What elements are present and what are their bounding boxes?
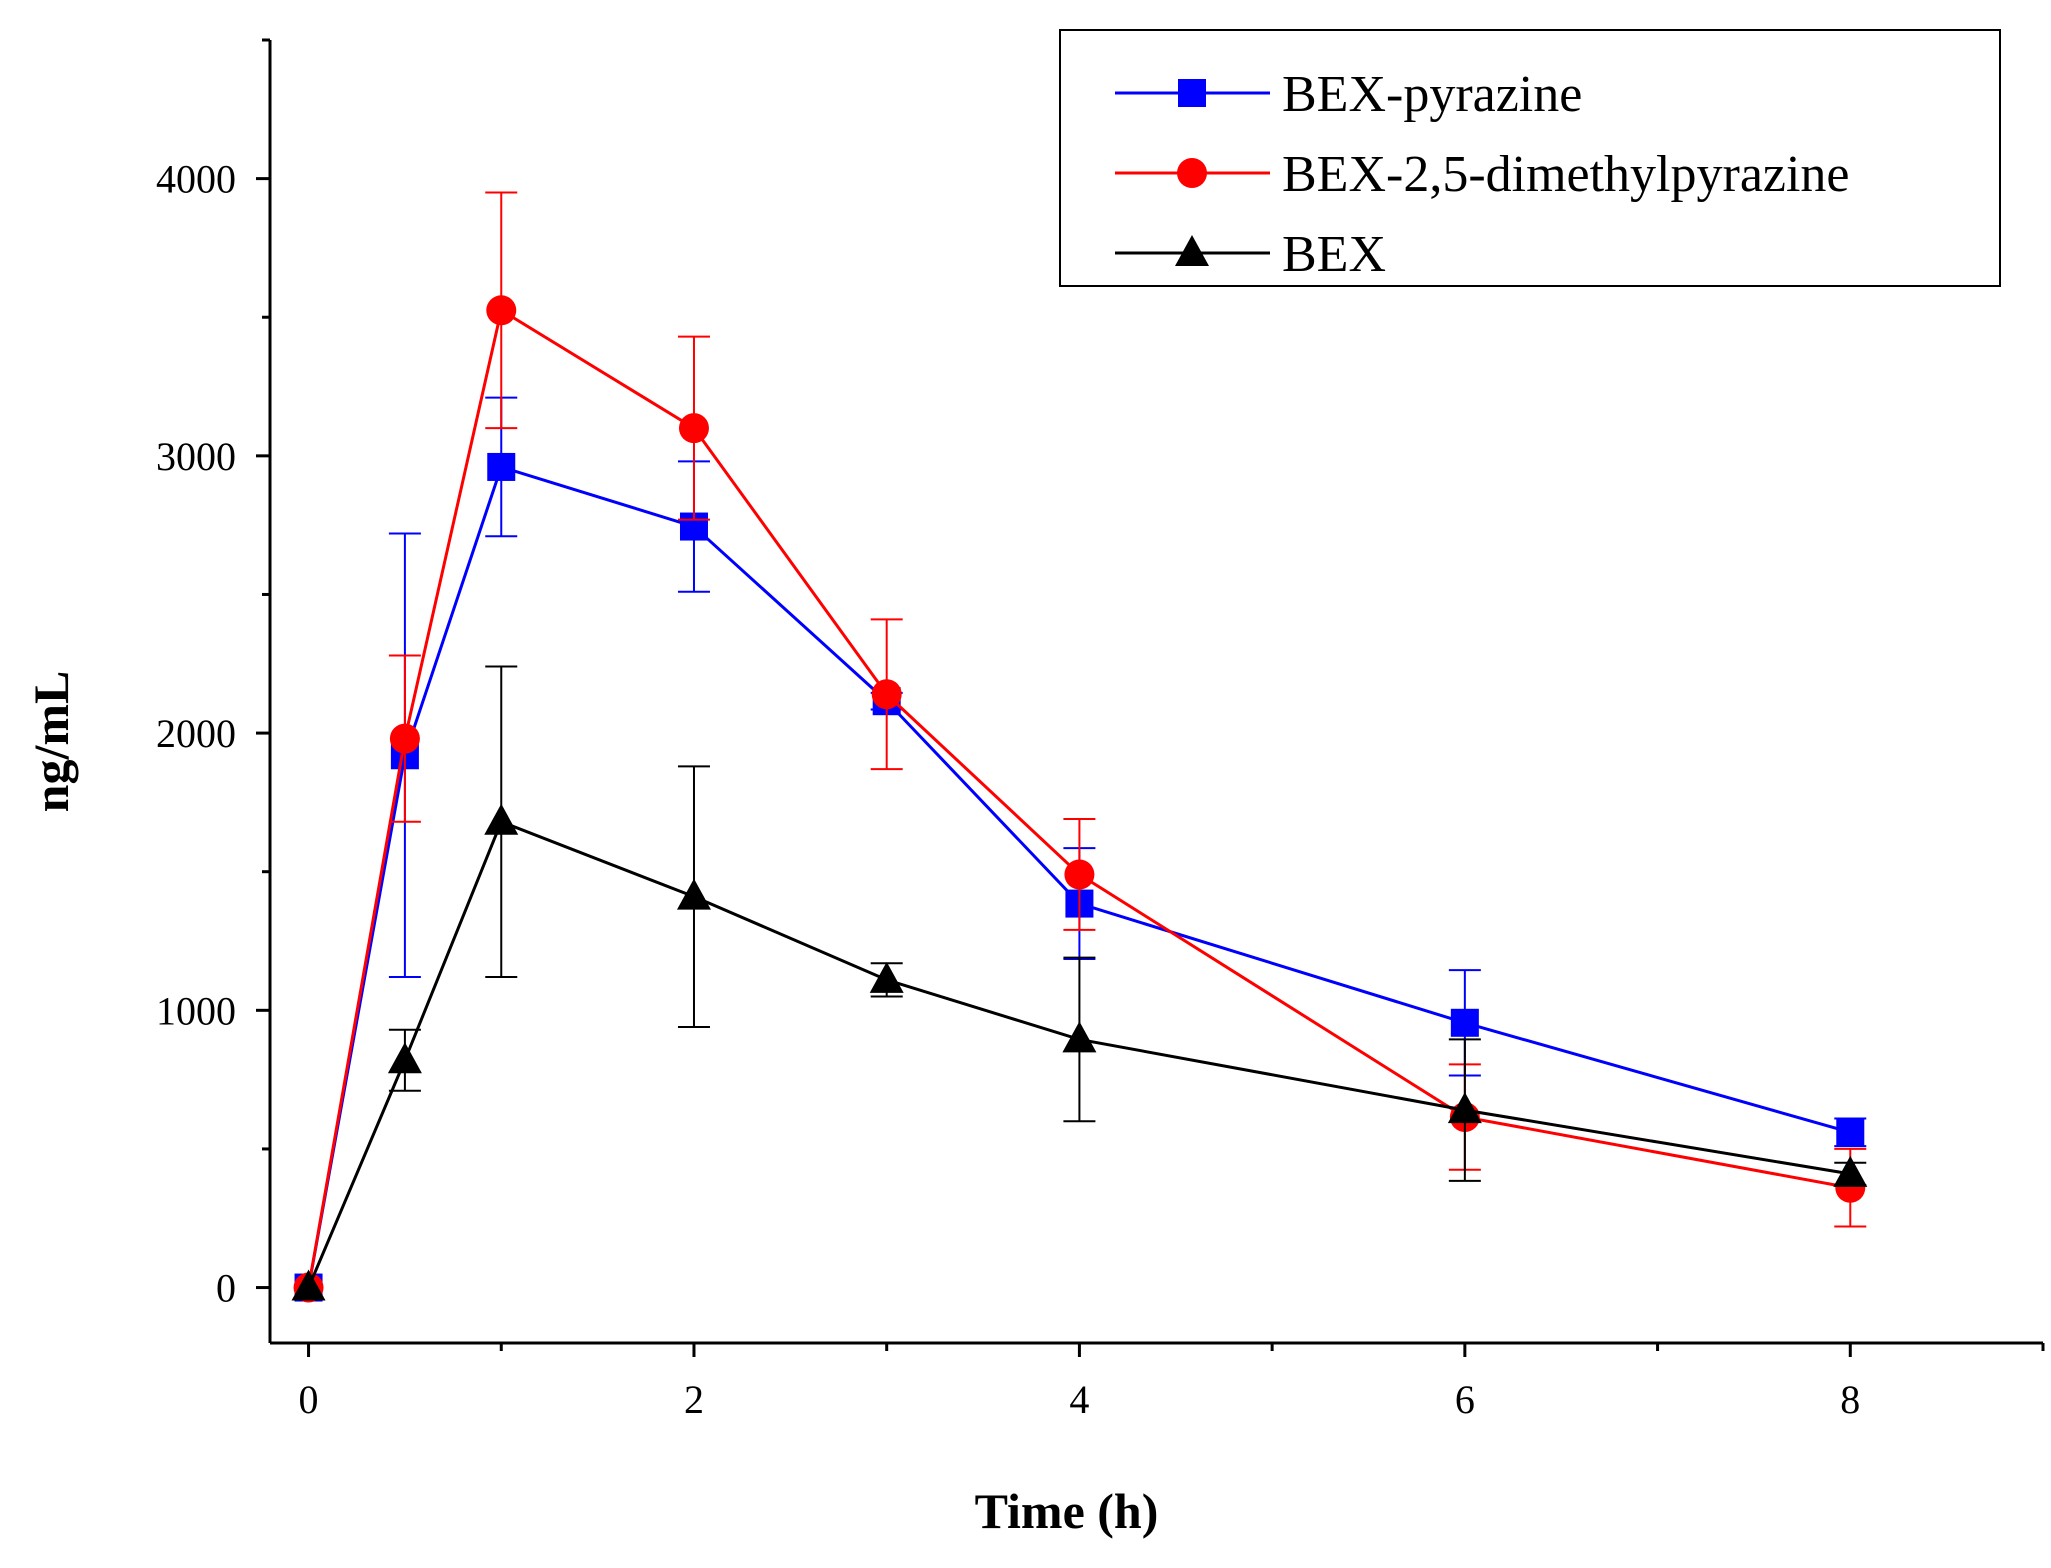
data-point: [869, 961, 904, 993]
legend-label: BEX-2,5-dimethylpyrazine: [1282, 146, 1850, 203]
x-tick-label: 8: [1840, 1377, 1860, 1422]
legend-marker: [1175, 235, 1209, 266]
series-line: [307, 307, 1851, 1288]
y-tick-label: 2000: [156, 711, 236, 756]
x-tick-label: 4: [1069, 1377, 1089, 1422]
legend-marker: [1177, 158, 1207, 188]
data-point: [1450, 1008, 1479, 1037]
data-point: [1833, 1155, 1868, 1187]
legend-marker: [1178, 79, 1206, 107]
data-point: [389, 723, 420, 754]
series-triangle: [291, 665, 1868, 1301]
data-point: [387, 1042, 422, 1074]
x-tick-label: 0: [299, 1377, 319, 1422]
x-tick-label: 2: [684, 1377, 704, 1422]
series-line: [307, 819, 1851, 1289]
data-point: [1836, 1118, 1865, 1147]
data-point: [1447, 1092, 1482, 1124]
x-tick-label: 6: [1455, 1377, 1475, 1422]
series-line: [307, 465, 1851, 1288]
x-axis-title: Time (h): [975, 1483, 1159, 1539]
data-point: [871, 679, 902, 710]
axes: 0 2 4 6 8 0 1000 2000 3000 4000 Time (h) ng/mL: [23, 38, 2045, 1539]
data-point: [676, 878, 711, 910]
y-axis-title: ng/mL: [23, 671, 79, 813]
data-point: [486, 295, 517, 326]
legend-label: BEX: [1282, 226, 1386, 283]
data-point: [484, 803, 519, 835]
data-point: [291, 1269, 326, 1301]
y-tick-label: 0: [216, 1266, 236, 1311]
y-tick-label: 3000: [156, 434, 236, 479]
data-point: [678, 413, 709, 444]
data-point: [1064, 859, 1095, 890]
y-tick-label: 1000: [156, 988, 236, 1033]
y-tick-label: 4000: [156, 157, 236, 202]
data-point: [487, 452, 516, 481]
data-point: [1062, 1021, 1097, 1053]
legend-box: [1059, 29, 2001, 287]
series-layer: [291, 191, 1868, 1303]
legend: BEX-pyrazine BEX-2,5-dimethylpyrazine BEX: [1059, 29, 2001, 287]
legend-label: BEX-pyrazine: [1282, 66, 1582, 123]
